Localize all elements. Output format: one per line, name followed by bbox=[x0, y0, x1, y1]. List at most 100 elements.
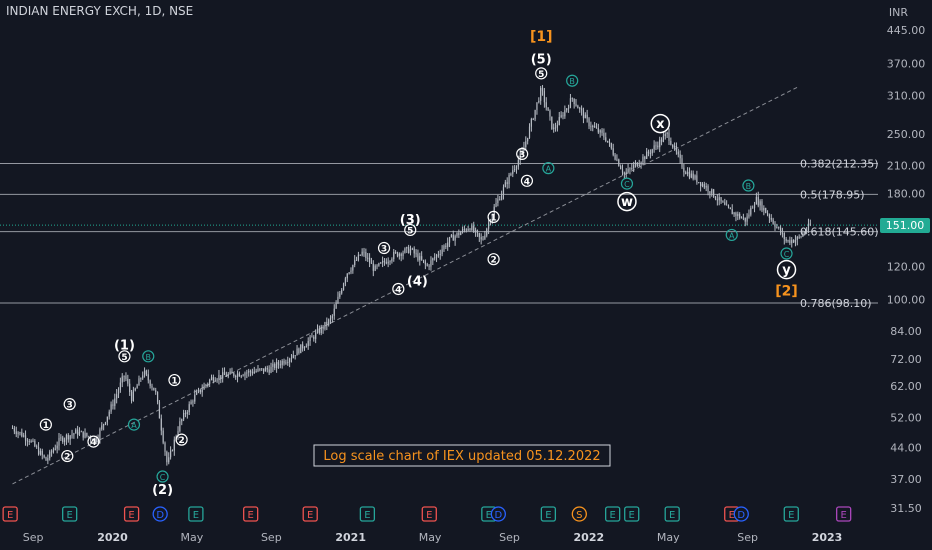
svg-text:5: 5 bbox=[538, 70, 544, 80]
svg-text:3: 3 bbox=[381, 245, 387, 255]
candle-body bbox=[787, 240, 789, 241]
candle-body bbox=[365, 252, 367, 258]
candle-body bbox=[222, 372, 224, 379]
event-marker[interactable]: E bbox=[624, 506, 640, 522]
candle-body bbox=[434, 257, 436, 259]
event-marker[interactable]: E bbox=[540, 506, 557, 522]
y-tick-label: 44.00 bbox=[890, 442, 922, 455]
candle-body bbox=[439, 253, 441, 255]
candle-body bbox=[272, 363, 274, 367]
candle-body bbox=[614, 154, 616, 160]
svg-text:1: 1 bbox=[171, 377, 177, 387]
svg-text:[2]: [2] bbox=[775, 284, 798, 300]
candle-body bbox=[737, 214, 739, 217]
y-tick-label: 31.50 bbox=[890, 502, 922, 515]
event-marker[interactable]: E bbox=[359, 506, 376, 522]
y-axis: 445.00370.00310.00250.00210.00180.00150.… bbox=[887, 24, 926, 515]
candle-body bbox=[482, 238, 484, 240]
wave-label: 2 bbox=[175, 433, 188, 446]
candle-body bbox=[112, 404, 114, 406]
candle-body bbox=[302, 344, 304, 349]
candle-body bbox=[547, 107, 549, 111]
candle-body bbox=[300, 344, 302, 354]
candle-body bbox=[352, 265, 354, 271]
candle-body bbox=[463, 229, 466, 230]
event-marker[interactable]: E bbox=[243, 506, 259, 522]
svg-text:2: 2 bbox=[178, 436, 184, 446]
svg-text:E: E bbox=[788, 510, 794, 521]
candle-body bbox=[236, 373, 239, 378]
candle-body bbox=[616, 159, 618, 161]
candle-body bbox=[192, 401, 194, 403]
candle-body bbox=[99, 429, 101, 439]
event-marker[interactable]: D bbox=[152, 506, 168, 522]
candle-body bbox=[329, 318, 332, 320]
candle-body bbox=[588, 118, 590, 127]
candle-body bbox=[73, 433, 75, 435]
event-marker[interactable]: S bbox=[571, 506, 587, 522]
event-marker[interactable]: E bbox=[664, 506, 680, 522]
candle-body bbox=[411, 248, 413, 250]
candle-body bbox=[91, 439, 94, 441]
event-marker[interactable]: E bbox=[836, 506, 852, 522]
candle-body bbox=[802, 233, 804, 237]
event-marker[interactable]: E bbox=[302, 506, 318, 522]
event-marker[interactable]: E bbox=[421, 506, 437, 522]
candle-body bbox=[573, 98, 575, 105]
candle-body bbox=[746, 216, 748, 222]
event-marker[interactable]: E bbox=[2, 506, 18, 522]
candle-body bbox=[553, 127, 555, 129]
event-marker[interactable]: D bbox=[733, 506, 749, 522]
candle-body bbox=[268, 369, 270, 373]
candle-body bbox=[30, 440, 32, 442]
svg-text:(4): (4) bbox=[407, 275, 428, 290]
candle-body bbox=[759, 201, 761, 206]
candle-body bbox=[460, 232, 462, 235]
event-marker[interactable]: E bbox=[123, 506, 140, 522]
event-marker[interactable]: D bbox=[490, 506, 506, 522]
x-tick-label: 2020 bbox=[97, 531, 128, 544]
candle-body bbox=[361, 251, 363, 256]
candle-body bbox=[807, 223, 810, 231]
candle-body bbox=[560, 115, 562, 118]
candle-body bbox=[21, 432, 23, 437]
candle-body bbox=[545, 102, 547, 108]
event-marker[interactable]: E bbox=[188, 506, 204, 522]
candle-body bbox=[381, 260, 384, 263]
candle-body bbox=[341, 289, 343, 294]
candle-body bbox=[512, 170, 514, 174]
candle-body bbox=[806, 230, 808, 233]
x-tick-label: Sep bbox=[261, 531, 282, 544]
event-marker[interactable]: E bbox=[62, 506, 78, 522]
annotation-text: Log scale chart of IEX updated 05.12.202… bbox=[323, 449, 600, 464]
candle-body bbox=[97, 438, 99, 442]
candle-body bbox=[248, 370, 250, 373]
candle-body bbox=[404, 248, 406, 253]
svg-text:D: D bbox=[737, 510, 745, 521]
candle-body bbox=[296, 348, 298, 356]
candle-body bbox=[607, 140, 609, 142]
candle-body bbox=[461, 229, 464, 233]
event-marker[interactable]: E bbox=[605, 506, 621, 522]
candle-body bbox=[56, 445, 58, 449]
candle-body bbox=[575, 104, 577, 106]
candle-body bbox=[307, 341, 309, 347]
candle-body bbox=[629, 168, 631, 170]
candle-body bbox=[227, 374, 229, 377]
candle-body bbox=[402, 252, 404, 256]
svg-text:2: 2 bbox=[490, 256, 496, 266]
candle-body bbox=[774, 223, 776, 228]
candle-body bbox=[636, 162, 638, 167]
candle-body bbox=[809, 223, 811, 225]
event-marker[interactable]: E bbox=[783, 506, 799, 522]
annotation-box: Log scale chart of IEX updated 05.12.202… bbox=[313, 444, 611, 467]
candle-body bbox=[792, 240, 795, 243]
candle-body bbox=[426, 264, 428, 266]
candle-body bbox=[156, 391, 159, 403]
candle-body bbox=[753, 204, 756, 208]
candle-body bbox=[733, 212, 735, 215]
candle-body bbox=[328, 319, 330, 325]
candle-body bbox=[601, 130, 603, 133]
